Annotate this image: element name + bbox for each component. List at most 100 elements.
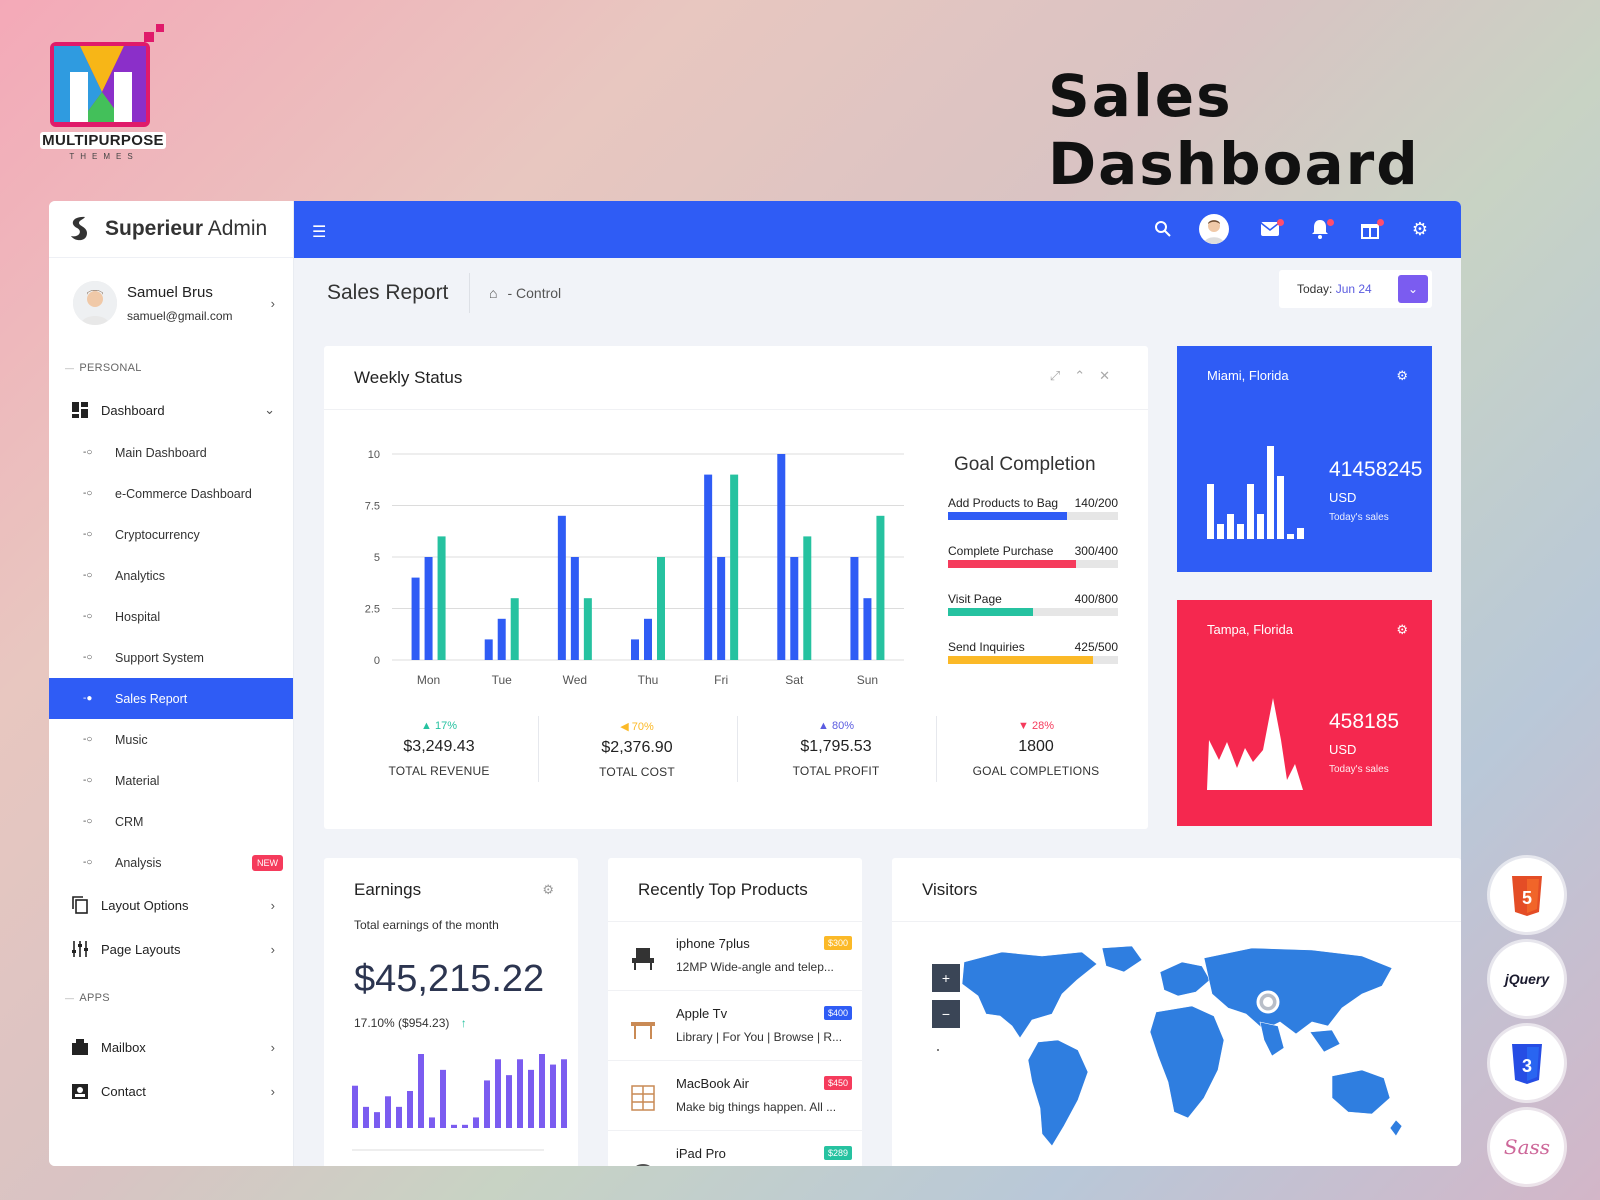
bar-thu-s0[interactable] — [631, 639, 639, 660]
world-map[interactable] — [892, 922, 1461, 1166]
sidebar-item-page-layouts[interactable]: Page Layouts › — [49, 927, 293, 971]
bullet-icon: -○ — [83, 529, 93, 540]
expand-icon[interactable]: ⤢ — [1049, 368, 1075, 383]
sidebar-item-label: Music — [115, 732, 148, 747]
gear-icon[interactable]: ⚙ — [542, 882, 554, 897]
inbox-icon — [72, 1039, 88, 1055]
price-badge: $289 — [823, 1146, 852, 1160]
bar-sat-s0[interactable] — [777, 454, 786, 660]
goal-progress-bar — [948, 512, 1118, 520]
bar-thu-s2[interactable] — [657, 557, 665, 660]
gift-icon[interactable] — [1356, 215, 1384, 243]
sidebar-item-sales-report[interactable]: -● Sales Report — [49, 678, 293, 719]
stat-change: ▼ 28% — [1018, 720, 1054, 732]
product-name[interactable]: iPad Pro — [676, 1146, 726, 1161]
sidebar-item-crm[interactable]: -○ CRM — [49, 801, 293, 842]
sidebar-item-analysis[interactable]: -○ Analysis NEW — [49, 842, 293, 883]
sidebar-item-material[interactable]: -○ Material — [49, 760, 293, 801]
chevron-right-icon[interactable]: › — [270, 295, 275, 311]
earnings-bar — [352, 1085, 358, 1128]
gear-icon[interactable]: ⚙ — [1411, 219, 1429, 239]
stat-divider — [936, 716, 937, 782]
bar-mon-s0[interactable] — [411, 577, 420, 660]
goal-progress-bar — [948, 560, 1118, 568]
app-brand[interactable]: Superieur Admin — [49, 201, 293, 258]
bar-sun-s0[interactable] — [850, 557, 859, 660]
breadcrumb-current[interactable]: - Control — [507, 285, 562, 301]
user-email: samuel@gmail.com — [127, 308, 233, 323]
stat-change: ▲ 80% — [818, 720, 854, 732]
collapse-icon[interactable]: ⌃ — [1074, 368, 1100, 383]
chair-icon — [632, 948, 654, 970]
multipurpose-themes-logo: MULTIPURPOSE THEMES — [40, 22, 166, 168]
stat-divider — [736, 716, 738, 782]
gear-icon[interactable]: ⚙ — [1396, 368, 1408, 383]
logo-mark-icon — [50, 24, 164, 127]
x-tick-label: Sun — [857, 673, 878, 687]
sidebar-item-main-dashboard[interactable]: -○ Main Dashboard — [49, 432, 293, 473]
user-profile[interactable]: Samuel Brus samuel@gmail.com › — [49, 258, 293, 348]
bar-fri-s1[interactable] — [717, 557, 726, 660]
list-item[interactable]: iPad Pro $289 — [608, 1132, 862, 1166]
sidebar-item-hospital[interactable]: -○ Hospital — [49, 596, 293, 637]
dashboard-icon — [72, 402, 88, 418]
sidebar-item-label: Analytics — [115, 568, 166, 583]
bar-wed-s1[interactable] — [570, 557, 579, 660]
home-icon[interactable]: ⌂ — [489, 285, 498, 301]
sidebar-item-e-commerce-dashboard[interactable]: -○ e-Commerce Dashboard — [49, 473, 293, 514]
x-tick-label: Fri — [714, 673, 728, 687]
product-name[interactable]: MacBook Air — [676, 1076, 749, 1091]
chevron-right-icon: › — [270, 1039, 275, 1055]
zoom-out-button[interactable]: − — [932, 1000, 960, 1028]
bar-tue-s0[interactable] — [484, 639, 493, 660]
sidebar-item-music[interactable]: -○ Music — [49, 719, 293, 760]
goal-progress-fill — [948, 560, 1076, 568]
sidebar-item-contact[interactable]: Contact › — [49, 1069, 293, 1113]
bar-wed-s0[interactable] — [557, 515, 566, 660]
weekly-status-card: Weekly Status ⤢⌃✕ 0 2.5 5 7.5 10 Mon Tue Wed Thu… — [324, 346, 1148, 829]
list-item[interactable]: MacBook Air Make big things happen. All .… — [608, 1062, 862, 1131]
product-name[interactable]: iphone 7plus — [676, 936, 750, 951]
avatar[interactable] — [1199, 214, 1229, 244]
list-item[interactable]: iphone 7plus 12MP Wide-angle and telep...… — [608, 922, 862, 991]
bar-mon-s2[interactable] — [437, 536, 446, 660]
bar-tue-s1[interactable] — [497, 618, 506, 660]
goal-progress-fill — [948, 656, 1093, 664]
sidebar-item-layout-options[interactable]: Layout Options › — [49, 883, 293, 927]
bar-wed-s2[interactable] — [583, 598, 592, 660]
chevron-down-icon[interactable]: ⌄ — [1398, 275, 1428, 303]
bar-sat-s2[interactable] — [803, 536, 812, 660]
bar-fri-s0[interactable] — [704, 474, 713, 660]
zoom-in-button[interactable]: + — [932, 964, 960, 992]
earnings-bar — [539, 1054, 545, 1128]
search-icon[interactable] — [1149, 215, 1177, 243]
close-icon[interactable]: ✕ — [1099, 368, 1124, 383]
earnings-card: Earnings ⚙ Total earnings of the month $… — [324, 858, 578, 1166]
list-item[interactable]: Apple Tv Library | For You | Browse | R..… — [608, 992, 862, 1061]
bar-fri-s2[interactable] — [730, 474, 739, 660]
menu-icon[interactable]: ☰ — [312, 224, 327, 241]
shelf-icon — [631, 1085, 655, 1111]
dashboard-window: Superieur Admin Samuel Brus samuel@gmail… — [49, 201, 1461, 1166]
section-label-personal: — PERSONAL — [65, 362, 142, 374]
earnings-bar — [528, 1069, 534, 1128]
card-title: Recently Top Products — [638, 880, 808, 899]
sidebar-item-analytics[interactable]: -○ Analytics — [49, 555, 293, 596]
bar-sun-s1[interactable] — [863, 598, 872, 660]
y-tick-label: 5 — [374, 552, 380, 564]
sidebar-item-dashboard[interactable]: Dashboard ⌄ — [49, 388, 293, 432]
bar-thu-s1[interactable] — [644, 618, 652, 660]
bar-sun-s2[interactable] — [876, 515, 885, 660]
sidebar-item-cryptocurrency[interactable]: -○ Cryptocurrency — [49, 514, 293, 555]
gear-icon[interactable]: ⚙ — [1396, 622, 1408, 637]
earnings-bar — [484, 1080, 490, 1128]
date-picker[interactable]: Today: Jun 24 ⌄ — [1279, 270, 1432, 308]
sidebar-item-support-system[interactable]: -○ Support System — [49, 637, 293, 678]
mail-icon[interactable] — [1256, 215, 1284, 243]
bar-tue-s2[interactable] — [510, 598, 519, 660]
sidebar-item-mailbox[interactable]: Mailbox › — [49, 1025, 293, 1069]
bar-mon-s1[interactable] — [424, 557, 433, 660]
bell-icon[interactable] — [1306, 215, 1334, 243]
product-name[interactable]: Apple Tv — [676, 1006, 728, 1021]
bar-sat-s1[interactable] — [790, 557, 799, 660]
